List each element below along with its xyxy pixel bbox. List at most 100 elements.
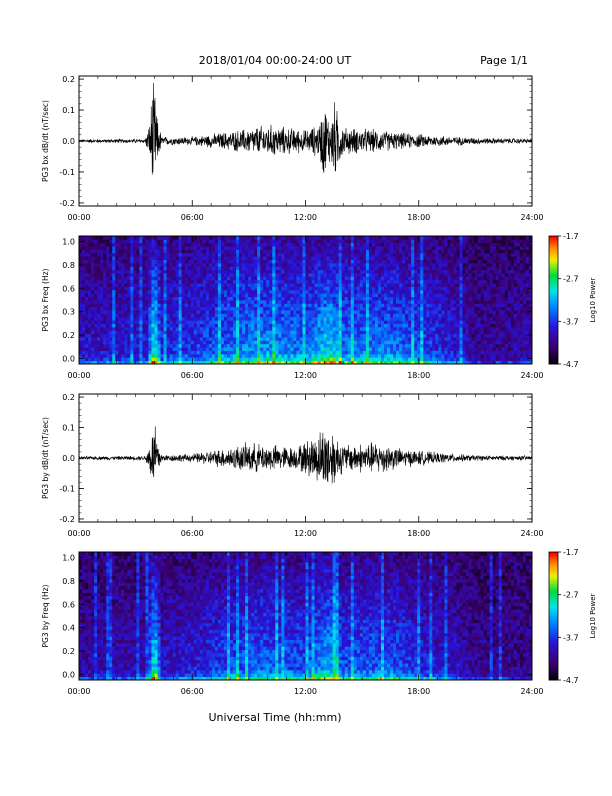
heat-cell	[438, 253, 441, 257]
heat-cell	[375, 276, 378, 280]
heat-cell	[233, 287, 236, 291]
heat-cell	[124, 293, 127, 297]
heat-cell	[351, 327, 354, 331]
heat-cell	[215, 300, 218, 304]
heat-cell	[218, 327, 221, 331]
heat-cell	[185, 280, 188, 284]
heat-cell	[145, 303, 148, 307]
heat-cell	[91, 347, 94, 351]
heat-cell	[453, 243, 456, 247]
heat-cell	[393, 266, 396, 270]
heat-cell	[170, 249, 173, 253]
heat-cell	[173, 246, 176, 250]
heat-cell	[275, 303, 278, 307]
heat-cell	[158, 330, 161, 334]
heat-cell	[357, 317, 360, 321]
heat-cell	[363, 256, 366, 260]
heat-cell	[212, 324, 215, 328]
heat-cell	[369, 243, 372, 247]
heat-cell	[233, 246, 236, 250]
heat-cell	[372, 313, 375, 317]
heat-cell	[136, 246, 139, 250]
heat-cell	[393, 330, 396, 334]
heat-cell	[233, 307, 236, 311]
heat-cell	[224, 303, 227, 307]
heat-cell	[432, 317, 435, 321]
heat-cell	[248, 273, 251, 277]
heat-cell	[91, 300, 94, 304]
heat-cell	[444, 273, 447, 277]
heat-cell	[453, 256, 456, 260]
heat-cell	[369, 287, 372, 291]
heat-cell	[327, 236, 330, 240]
heat-cell	[327, 334, 330, 338]
heat-cell	[324, 340, 327, 344]
heat-cell	[405, 263, 408, 267]
heat-cell	[148, 253, 151, 257]
heat-cell	[145, 243, 148, 247]
heat-cell	[85, 313, 88, 317]
heat-cell	[121, 260, 124, 264]
heat-cell	[366, 243, 369, 247]
heat-cell	[275, 297, 278, 301]
heat-cell	[260, 293, 263, 297]
heat-cell	[466, 330, 469, 334]
heat-cell	[148, 347, 151, 351]
heat-cell	[151, 290, 154, 294]
heat-cell	[357, 324, 360, 328]
heat-cell	[363, 351, 366, 355]
heat-cell	[318, 344, 321, 348]
heat-cell	[170, 297, 173, 301]
heat-cell	[290, 340, 293, 344]
heat-cell	[378, 280, 381, 284]
heat-cell	[218, 287, 221, 291]
heat-cell	[272, 337, 275, 341]
heat-cell	[296, 239, 299, 243]
heat-cell	[221, 266, 224, 270]
heat-cell	[167, 290, 170, 294]
heat-cell	[158, 313, 161, 317]
heat-cell	[155, 310, 158, 314]
heat-cell	[372, 256, 375, 260]
heat-cell	[121, 270, 124, 274]
heat-cell	[342, 276, 345, 280]
heat-cell	[176, 273, 179, 277]
heat-cell	[109, 334, 112, 338]
heat-cell	[450, 236, 453, 240]
heat-cell	[263, 297, 266, 301]
heat-cell	[260, 246, 263, 250]
heat-cell	[360, 313, 363, 317]
heat-cell	[444, 249, 447, 253]
heat-cell	[148, 256, 151, 260]
heat-cell	[197, 287, 200, 291]
heat-cell	[390, 236, 393, 240]
heat-cell	[245, 317, 248, 321]
heat-cell	[203, 256, 206, 260]
heat-cell	[420, 249, 423, 253]
heat-cell	[248, 344, 251, 348]
heat-cell	[215, 320, 218, 324]
heat-cell	[278, 260, 281, 264]
heat-cell	[457, 327, 460, 331]
heat-cell	[360, 303, 363, 307]
heat-cell	[287, 236, 290, 240]
heat-cell	[239, 287, 242, 291]
heat-cell	[460, 351, 463, 355]
heat-cell	[278, 290, 281, 294]
heat-cell	[197, 344, 200, 348]
heat-cell	[290, 347, 293, 351]
heat-cell	[161, 303, 164, 307]
heat-cell	[384, 290, 387, 294]
heat-cell	[302, 330, 305, 334]
heat-cell	[233, 310, 236, 314]
heat-cell	[242, 351, 245, 355]
heat-cell	[414, 239, 417, 243]
heat-cell	[281, 283, 284, 287]
heat-cell	[363, 283, 366, 287]
heat-cell	[435, 320, 438, 324]
heat-cell	[200, 357, 203, 361]
heat-cell	[460, 337, 463, 341]
heat-cell	[360, 337, 363, 341]
heat-cell	[203, 293, 206, 297]
heat-cell	[312, 273, 315, 277]
